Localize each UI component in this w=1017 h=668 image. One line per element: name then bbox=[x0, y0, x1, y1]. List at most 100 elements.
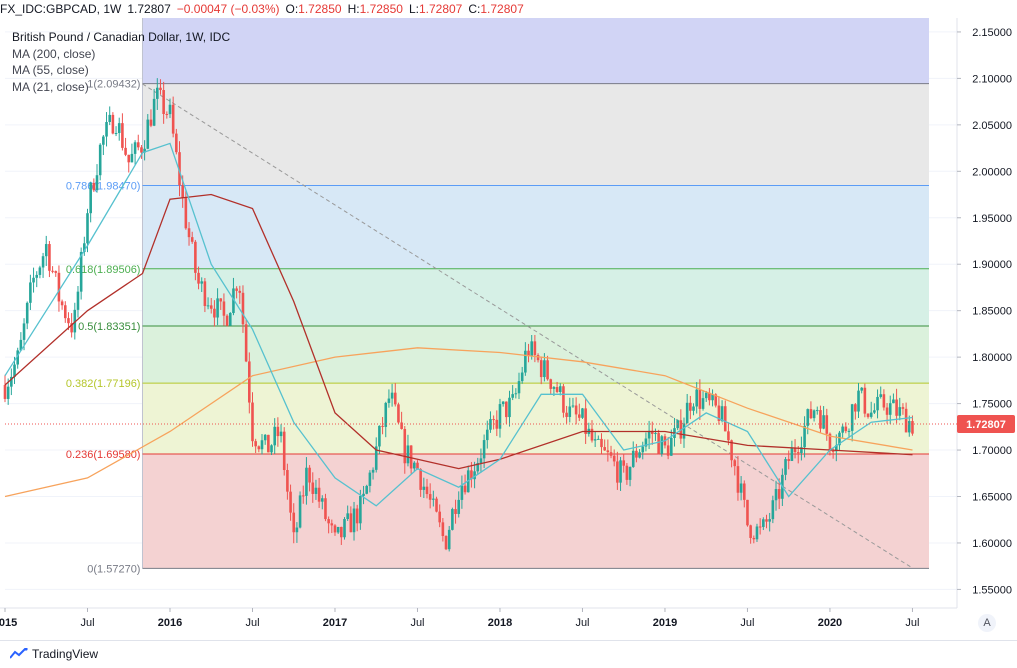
candle-body-165 bbox=[527, 350, 530, 357]
candle-body-136 bbox=[435, 498, 438, 512]
candle-body-276 bbox=[879, 394, 883, 397]
candle-body-172 bbox=[549, 379, 553, 389]
candle-body-34 bbox=[111, 114, 115, 134]
candle-body-249 bbox=[793, 447, 797, 453]
candle-body-69 bbox=[222, 301, 226, 316]
candle-body-224 bbox=[714, 394, 718, 406]
candle-body-206 bbox=[657, 433, 660, 454]
candle-body-190 bbox=[606, 450, 610, 453]
y-tick-label-11: 1.60000 bbox=[972, 538, 1012, 550]
candle-body-141 bbox=[451, 509, 454, 530]
candle-body-30 bbox=[98, 144, 102, 176]
candle-body-256 bbox=[815, 410, 819, 412]
candle-body-19 bbox=[63, 305, 67, 319]
candle-body-21 bbox=[70, 323, 73, 333]
candle-body-80 bbox=[257, 446, 261, 450]
candle-body-36 bbox=[117, 123, 121, 134]
y-tick-label-8: 1.75000 bbox=[972, 399, 1012, 411]
candle-body-232 bbox=[739, 483, 743, 493]
auto-scale-button[interactable]: A bbox=[978, 614, 996, 632]
branding-text: TradingView bbox=[32, 647, 99, 661]
candle-body-132 bbox=[422, 486, 426, 490]
candle-body-61 bbox=[197, 272, 200, 284]
candle-body-270 bbox=[860, 387, 863, 391]
candle-body-16 bbox=[54, 271, 58, 273]
y-tick-label-0: 2.15000 bbox=[972, 27, 1012, 39]
candle-body-199 bbox=[635, 450, 638, 458]
candle-body-223 bbox=[711, 394, 714, 401]
symbol-label[interactable]: FX_IDC:GBPCAD, 1W bbox=[0, 2, 122, 16]
close-label: C: bbox=[468, 2, 481, 16]
candle-body-112 bbox=[359, 495, 362, 524]
candle-body-22 bbox=[73, 309, 77, 333]
candle-body-134 bbox=[428, 494, 432, 500]
candle-body-174 bbox=[555, 387, 559, 392]
candle-body-194 bbox=[619, 460, 622, 483]
candle-body-130 bbox=[416, 462, 419, 470]
candle-body-193 bbox=[616, 461, 619, 483]
candle-body-250 bbox=[796, 452, 800, 454]
candle-body-39 bbox=[127, 154, 131, 163]
candle-body-56 bbox=[181, 185, 184, 198]
candle-body-100 bbox=[320, 498, 324, 502]
candle-body-1 bbox=[6, 386, 10, 399]
candle-body-58 bbox=[187, 228, 191, 238]
candle-body-155 bbox=[495, 419, 499, 429]
chart-legend: British Pound / Canadian Dollar, 1W, IDC… bbox=[12, 29, 230, 95]
fib-band-top bbox=[142, 18, 929, 84]
candle-body-108 bbox=[346, 513, 349, 520]
candle-body-170 bbox=[543, 360, 546, 378]
candle-body-156 bbox=[498, 404, 502, 429]
candle-body-263 bbox=[838, 432, 841, 446]
candle-body-28 bbox=[92, 182, 96, 191]
candle-body-6 bbox=[22, 323, 26, 340]
legend-ma200[interactable]: MA (200, close) bbox=[12, 46, 96, 61]
candle-body-47 bbox=[152, 98, 156, 126]
candle-body-157 bbox=[501, 401, 505, 405]
candle-body-279 bbox=[888, 403, 892, 415]
y-tick-label-3: 2.00000 bbox=[972, 166, 1012, 178]
candle-body-68 bbox=[219, 298, 223, 302]
candle-body-96 bbox=[308, 467, 311, 483]
price-chart[interactable]: 1(2.09432) 0.786(1.98470) 0.618(1.89506) 0.… bbox=[0, 0, 1017, 640]
tradingview-logo[interactable]: TradingView bbox=[10, 647, 98, 661]
candle-body-281 bbox=[895, 399, 898, 416]
candle-body-201 bbox=[641, 446, 645, 453]
candle-body-153 bbox=[489, 419, 492, 430]
candle-body-239 bbox=[762, 519, 765, 527]
candle-body-233 bbox=[742, 483, 746, 500]
candle-body-91 bbox=[292, 512, 296, 533]
candle-body-99 bbox=[317, 487, 321, 502]
candle-body-106 bbox=[340, 526, 343, 538]
fib-label-0.382: 0.382(1.77196) bbox=[66, 378, 141, 390]
candle-body-247 bbox=[787, 459, 791, 461]
candle-body-74 bbox=[238, 290, 242, 293]
candle-body-163 bbox=[520, 372, 524, 382]
candle-body-52 bbox=[168, 104, 172, 115]
candle-body-149 bbox=[476, 462, 480, 472]
candle-body-77 bbox=[248, 361, 251, 403]
candle-body-76 bbox=[244, 324, 248, 362]
legend-ma55[interactable]: MA (55, close) bbox=[12, 63, 89, 77]
x-tick-label-7: Jul bbox=[575, 617, 589, 629]
footer: TradingView bbox=[0, 640, 1017, 668]
candle-body-185 bbox=[590, 428, 594, 441]
x-tick-label-1: Jul bbox=[80, 617, 94, 629]
candle-body-183 bbox=[584, 408, 587, 434]
candle-body-196 bbox=[625, 465, 629, 480]
candle-body-221 bbox=[704, 392, 708, 399]
low-label: L: bbox=[408, 2, 419, 16]
candle-body-29 bbox=[95, 175, 99, 191]
last-price-box bbox=[957, 414, 1015, 433]
candle-body-97 bbox=[311, 482, 315, 494]
candle-body-57 bbox=[184, 197, 188, 229]
candle-body-101 bbox=[324, 498, 327, 520]
candle-body-105 bbox=[336, 526, 340, 533]
candle-body-67 bbox=[216, 298, 219, 318]
candle-body-7 bbox=[25, 302, 29, 324]
candle-body-23 bbox=[76, 291, 80, 310]
candle-body-145 bbox=[463, 485, 467, 493]
candle-body-203 bbox=[647, 430, 651, 439]
legend-ma21[interactable]: MA (21, close) bbox=[12, 79, 89, 94]
high-label: H: bbox=[347, 2, 360, 16]
